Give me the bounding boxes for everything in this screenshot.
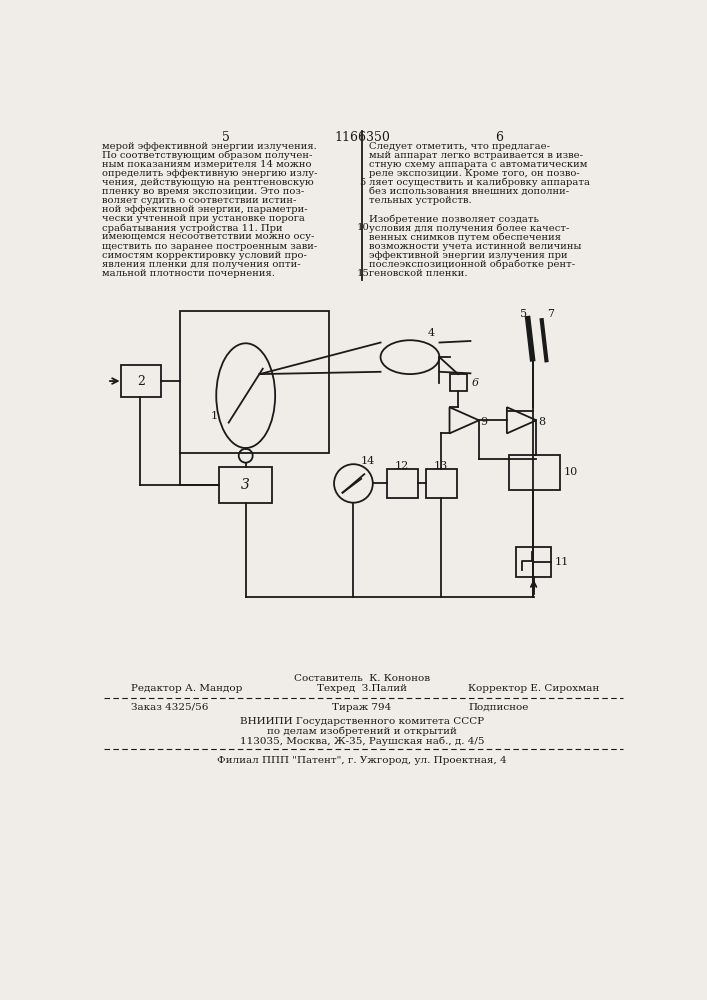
Text: срабатывания устройства 11. При: срабатывания устройства 11. При xyxy=(103,223,283,233)
Text: Заказ 4325/56: Заказ 4325/56 xyxy=(131,703,209,712)
Bar xyxy=(180,311,329,453)
Text: мальной плотности почернения.: мальной плотности почернения. xyxy=(103,269,275,278)
Text: чески учтенной при установке порога: чески учтенной при установке порога xyxy=(103,214,305,223)
Text: 3: 3 xyxy=(241,478,250,492)
Text: воляет судить о соответствии истин-: воляет судить о соответствии истин- xyxy=(103,196,297,205)
Text: тельных устройств.: тельных устройств. xyxy=(369,196,472,205)
Text: 13: 13 xyxy=(434,461,448,471)
Text: Редактор А. Мандор: Редактор А. Мандор xyxy=(131,684,243,693)
Text: определить эффективную энергию излу-: определить эффективную энергию излу- xyxy=(103,169,318,178)
Text: 1: 1 xyxy=(211,411,218,421)
Text: Филиал ППП "Патент", г. Ужгород, ул. Проектная, 4: Филиал ППП "Патент", г. Ужгород, ул. Про… xyxy=(217,756,507,765)
Text: 5: 5 xyxy=(221,131,230,144)
Bar xyxy=(426,469,457,498)
Text: геновской пленки.: геновской пленки. xyxy=(369,269,467,278)
Text: 15: 15 xyxy=(356,269,369,278)
Text: по делам изобретений и открытий: по делам изобретений и открытий xyxy=(267,727,457,736)
Text: 7: 7 xyxy=(547,309,554,319)
Text: Составитель  К. Кононов: Составитель К. Кононов xyxy=(294,674,430,683)
Bar xyxy=(219,466,272,503)
Text: 12: 12 xyxy=(395,461,409,471)
Text: эффективной энергии излучения при: эффективной энергии излучения при xyxy=(369,251,568,260)
Text: 8: 8 xyxy=(538,417,545,427)
Text: мерой эффективной энергии излучения.: мерой эффективной энергии излучения. xyxy=(103,142,317,151)
Text: 113035, Москва, Ж-35, Раушская наб., д. 4/5: 113035, Москва, Ж-35, Раушская наб., д. … xyxy=(240,737,484,746)
Text: чения, действующую на рентгеновскую: чения, действующую на рентгеновскую xyxy=(103,178,314,187)
Bar xyxy=(450,374,467,391)
Text: 11: 11 xyxy=(555,557,569,567)
Text: Тираж 794: Тираж 794 xyxy=(332,703,392,712)
Text: мый аппарат легко встраивается в изве-: мый аппарат легко встраивается в изве- xyxy=(369,151,583,160)
Text: 10: 10 xyxy=(563,467,578,477)
Text: условия для получения более качест-: условия для получения более качест- xyxy=(369,223,569,233)
Text: имеющемся несоответствии можно осу-: имеющемся несоответствии можно осу- xyxy=(103,232,315,241)
Text: симостям корректировку условий про-: симостям корректировку условий про- xyxy=(103,251,308,260)
Text: 2: 2 xyxy=(137,375,145,388)
Text: ной эффективной энергии, параметри-: ной эффективной энергии, параметри- xyxy=(103,205,308,214)
Text: 5: 5 xyxy=(360,178,366,187)
Text: явления пленки для получения опти-: явления пленки для получения опти- xyxy=(103,260,301,269)
Text: 5: 5 xyxy=(520,309,527,319)
Bar xyxy=(121,365,161,397)
Text: ВНИИПИ Государственного комитета СССР: ВНИИПИ Государственного комитета СССР xyxy=(240,717,484,726)
Text: 14: 14 xyxy=(361,456,375,466)
Text: возможности учета истинной величины: возможности учета истинной величины xyxy=(369,242,581,251)
Text: ным показаниям измерителя 14 можно: ным показаниям измерителя 14 можно xyxy=(103,160,312,169)
Text: пленку во время экспозиции. Это поз-: пленку во время экспозиции. Это поз- xyxy=(103,187,305,196)
Text: 6: 6 xyxy=(495,131,503,144)
Text: без использования внешних дополни-: без использования внешних дополни- xyxy=(369,187,569,196)
Text: 4: 4 xyxy=(428,328,436,338)
Text: стную схему аппарата с автоматическим: стную схему аппарата с автоматическим xyxy=(369,160,588,169)
Text: венных снимков путем обеспечения: венных снимков путем обеспечения xyxy=(369,232,561,242)
Bar xyxy=(387,469,418,498)
Text: Подписное: Подписное xyxy=(468,703,529,712)
Text: 10: 10 xyxy=(356,223,369,232)
Text: По соответствующим образом получен-: По соответствующим образом получен- xyxy=(103,151,312,160)
Text: послеэкспозиционной обработке рент-: послеэкспозиционной обработке рент- xyxy=(369,260,575,269)
Text: Следует отметить, что предлагае-: Следует отметить, что предлагае- xyxy=(369,142,550,151)
Text: реле экспозиции. Кроме того, он позво-: реле экспозиции. Кроме того, он позво- xyxy=(369,169,580,178)
Text: 9: 9 xyxy=(481,417,488,427)
Text: ляет осуществить и калибровку аппарата: ляет осуществить и калибровку аппарата xyxy=(369,178,590,187)
Text: ществить по заранее построенным зави-: ществить по заранее построенным зави- xyxy=(103,242,317,251)
Bar xyxy=(509,455,559,490)
Text: Техред  З.Палий: Техред З.Палий xyxy=(317,684,407,693)
Bar xyxy=(516,547,551,577)
Text: Изобретение позволяет создать: Изобретение позволяет создать xyxy=(369,214,539,224)
Text: 1166350: 1166350 xyxy=(334,131,390,144)
Text: 6: 6 xyxy=(472,378,479,388)
Text: Корректор Е. Сирохман: Корректор Е. Сирохман xyxy=(468,684,600,693)
